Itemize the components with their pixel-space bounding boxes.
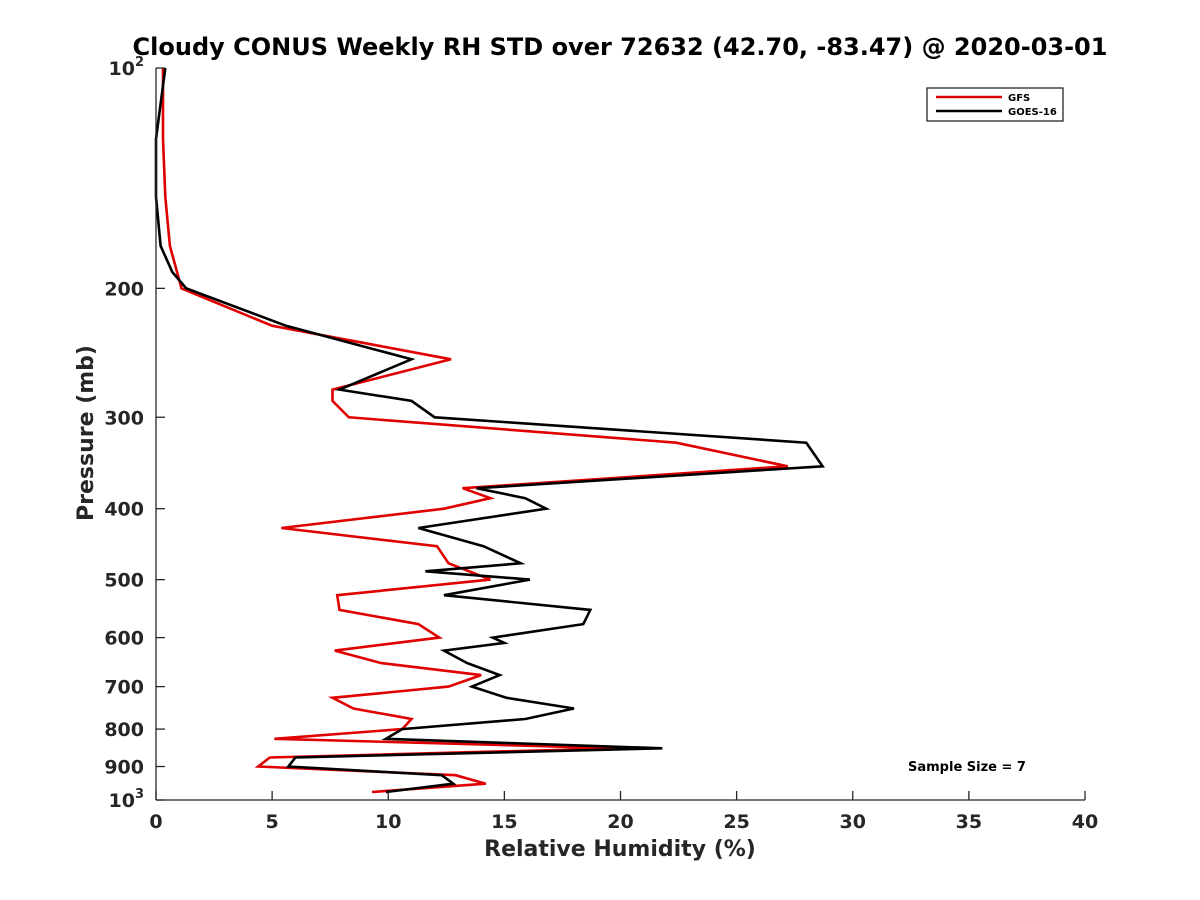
y-axis-label: Pressure (mb) <box>74 345 99 521</box>
series-line-goes-16 <box>154 67 825 794</box>
y-tick-label: 600 <box>104 628 144 650</box>
y-tick-label: 300 <box>104 407 144 429</box>
y-tick-label: 800 <box>104 719 144 741</box>
axes-layer: 0 5 10 15 20 25 30 35 40102200300400500600700800… <box>104 55 1098 833</box>
x-tick-label: 15 <box>491 811 517 833</box>
series-layer <box>154 67 825 794</box>
legend-box <box>926 87 1064 122</box>
legend-label: GFS <box>1008 93 1030 104</box>
x-tick-label: 25 <box>723 811 749 833</box>
chart-title: Cloudy CONUS Weekly RH STD over 72632 (4… <box>133 33 1108 61</box>
legend-label: GOES-16 <box>1008 107 1057 118</box>
sample-size-annotation: Sample Size = 7 <box>908 760 1026 775</box>
series-line-gfs <box>161 68 788 794</box>
legend: GFS GOES-16 <box>926 87 1064 122</box>
y-tick-label: 500 <box>104 570 144 592</box>
x-axis-label: Relative Humidity (%) <box>484 837 756 862</box>
x-tick-label: 40 <box>1072 811 1098 833</box>
x-tick-label: 20 <box>607 811 633 833</box>
x-tick-label: 5 <box>266 811 279 833</box>
x-tick-label: 0 <box>149 811 162 833</box>
y-tick-label: 400 <box>104 499 144 521</box>
x-tick-label: 30 <box>840 811 866 833</box>
y-tick-label: 700 <box>104 677 144 699</box>
x-tick-label: 35 <box>956 811 982 833</box>
y-tick-label: 900 <box>104 757 144 779</box>
x-tick-label: 10 <box>375 811 401 833</box>
y-tick-label: 200 <box>104 278 144 300</box>
